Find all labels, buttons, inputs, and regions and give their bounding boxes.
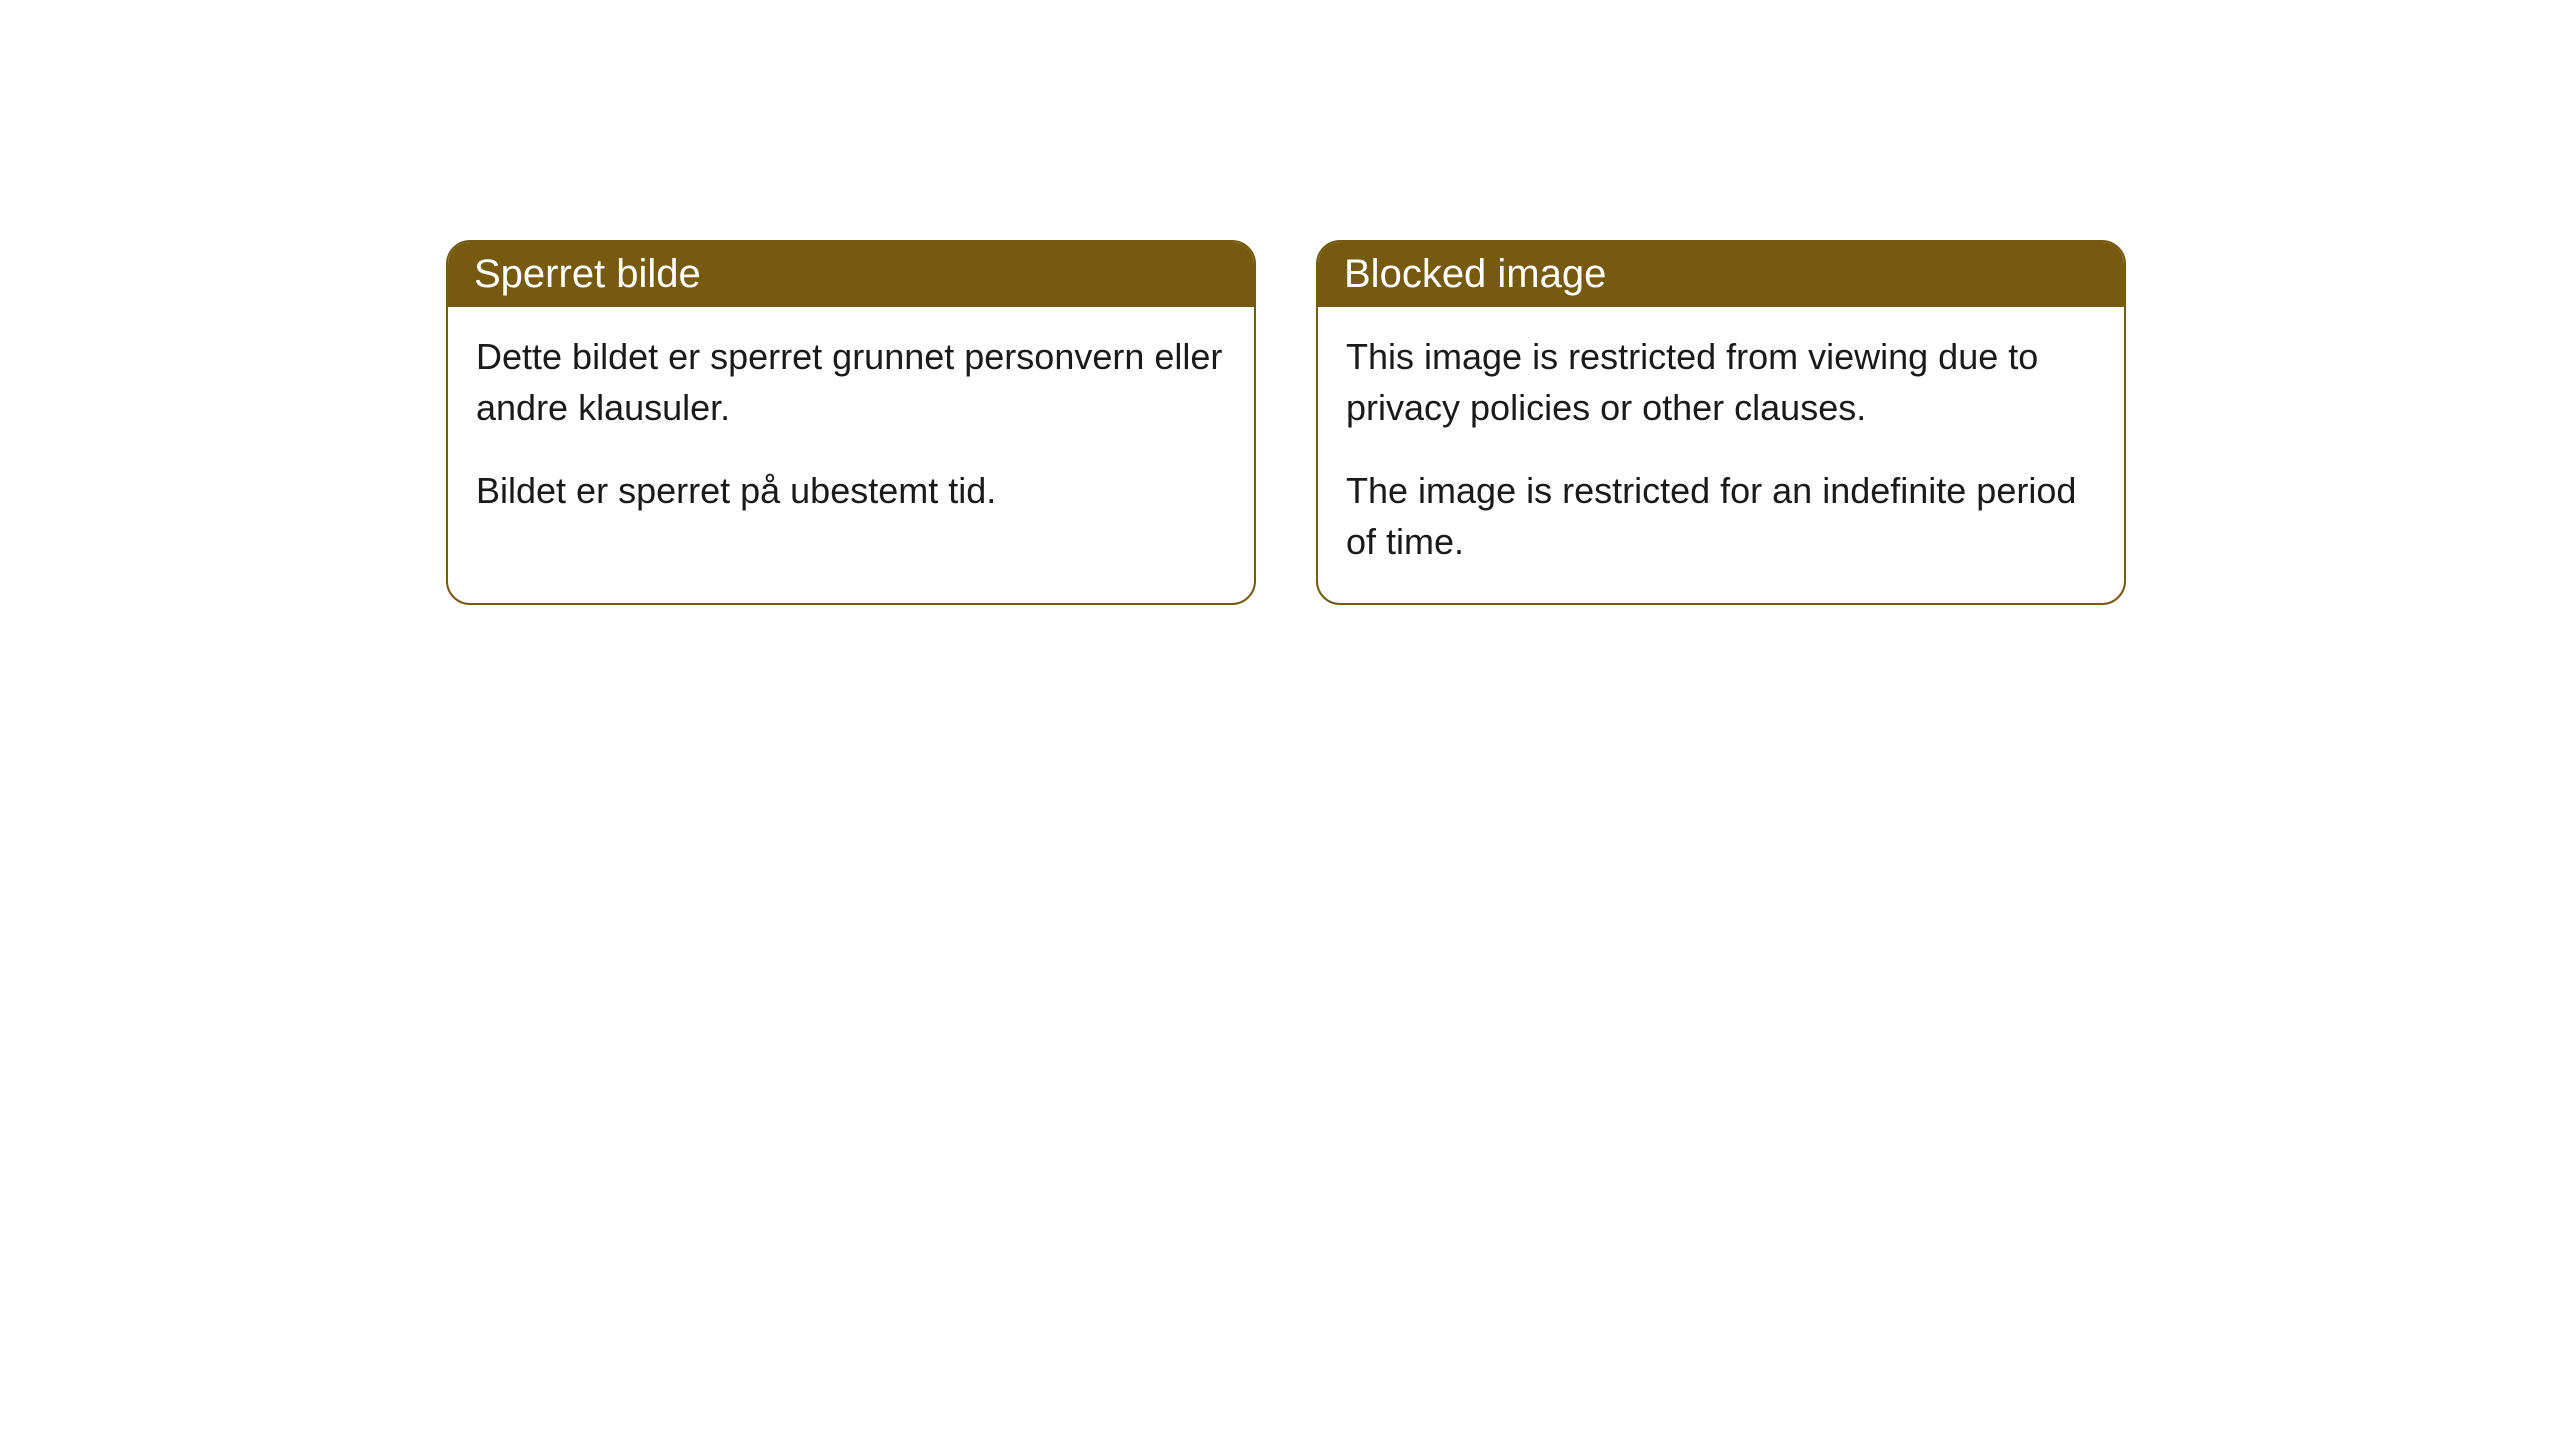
card-body-english: This image is restricted from viewing du… [1318, 307, 2124, 603]
card-body-norwegian: Dette bildet er sperret grunnet personve… [448, 307, 1254, 552]
card-paragraph-2-norwegian: Bildet er sperret på ubestemt tid. [476, 465, 1226, 516]
card-title-english: Blocked image [1344, 252, 1606, 296]
card-header-norwegian: Sperret bilde [448, 242, 1254, 307]
card-header-english: Blocked image [1318, 242, 2124, 307]
card-paragraph-1-norwegian: Dette bildet er sperret grunnet personve… [476, 331, 1226, 433]
card-paragraph-2-english: The image is restricted for an indefinit… [1346, 465, 2096, 567]
blocked-image-card-english: Blocked image This image is restricted f… [1316, 240, 2126, 605]
cards-container: Sperret bilde Dette bildet er sperret gr… [446, 240, 2126, 605]
card-title-norwegian: Sperret bilde [474, 252, 701, 296]
card-paragraph-1-english: This image is restricted from viewing du… [1346, 331, 2096, 433]
blocked-image-card-norwegian: Sperret bilde Dette bildet er sperret gr… [446, 240, 1256, 605]
